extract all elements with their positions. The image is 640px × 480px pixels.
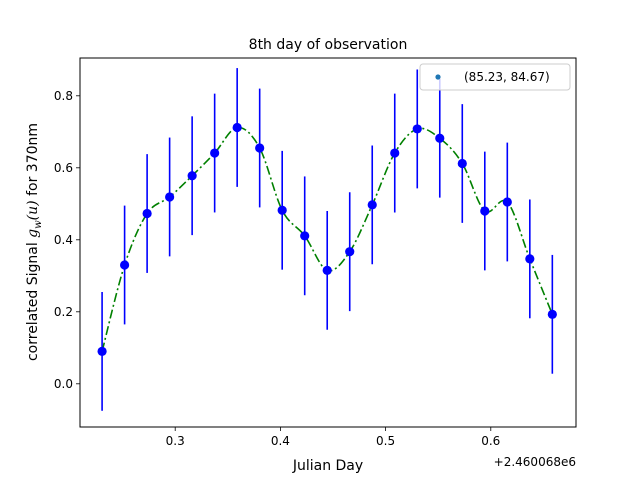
data-point (97, 346, 107, 356)
y-axis-label-symbol: g (25, 229, 41, 238)
data-point (232, 122, 242, 133)
data-point (165, 192, 175, 202)
data-point (345, 247, 355, 257)
data-point (300, 231, 310, 241)
y-axis-label-prefix: correlated Signal (25, 238, 41, 361)
chart-title: 8th day of observation (249, 37, 408, 53)
legend-marker (435, 74, 441, 80)
x-axis: 0.3 0.4 0.5 0.6 (166, 427, 500, 448)
y-tick-label: 0.4 (54, 233, 73, 247)
legend: (85.23, 84.67) (419, 63, 571, 91)
axes-frame (79, 57, 577, 428)
data-point (142, 208, 152, 219)
data-point (187, 171, 197, 181)
x-tick-label: 0.3 (166, 434, 185, 448)
x-tick-label: 0.6 (481, 434, 500, 448)
y-axis-label-argument: (u) (25, 200, 41, 220)
x-offset-label: +2.460068e6 (494, 455, 576, 469)
data-point (435, 133, 445, 143)
y-axis-label-suffix: for 370nm (25, 123, 41, 200)
data-point (457, 158, 467, 169)
legend-box (419, 63, 571, 91)
y-tick-label: 0.6 (54, 161, 73, 175)
data-point (412, 124, 422, 134)
y-tick-label: 0.8 (54, 89, 73, 103)
data-point (390, 148, 400, 158)
data-point (367, 200, 377, 210)
plot-area (97, 68, 557, 411)
y-axis-label: correlated Signal gw(u) for 370nm (25, 123, 44, 361)
data-point (277, 205, 287, 215)
data-point (322, 265, 332, 275)
data-point (210, 148, 220, 158)
data-point (525, 254, 535, 264)
data-point (120, 260, 130, 270)
y-tick-label: 0.2 (54, 305, 73, 319)
data-point (502, 197, 512, 207)
x-tick-label: 0.5 (376, 434, 395, 448)
x-tick-label: 0.4 (271, 434, 290, 448)
y-axis-label-subscript: w (33, 220, 44, 229)
data-point (547, 309, 557, 319)
data-point (255, 143, 265, 153)
y-tick-label: 0.0 (54, 377, 73, 391)
legend-label: (85.23, 84.67) (464, 70, 550, 84)
y-axis: 0.0 0.2 0.4 0.6 0.8 (54, 89, 80, 391)
x-axis-label: Julian Day (292, 458, 363, 474)
data-point (480, 206, 490, 216)
